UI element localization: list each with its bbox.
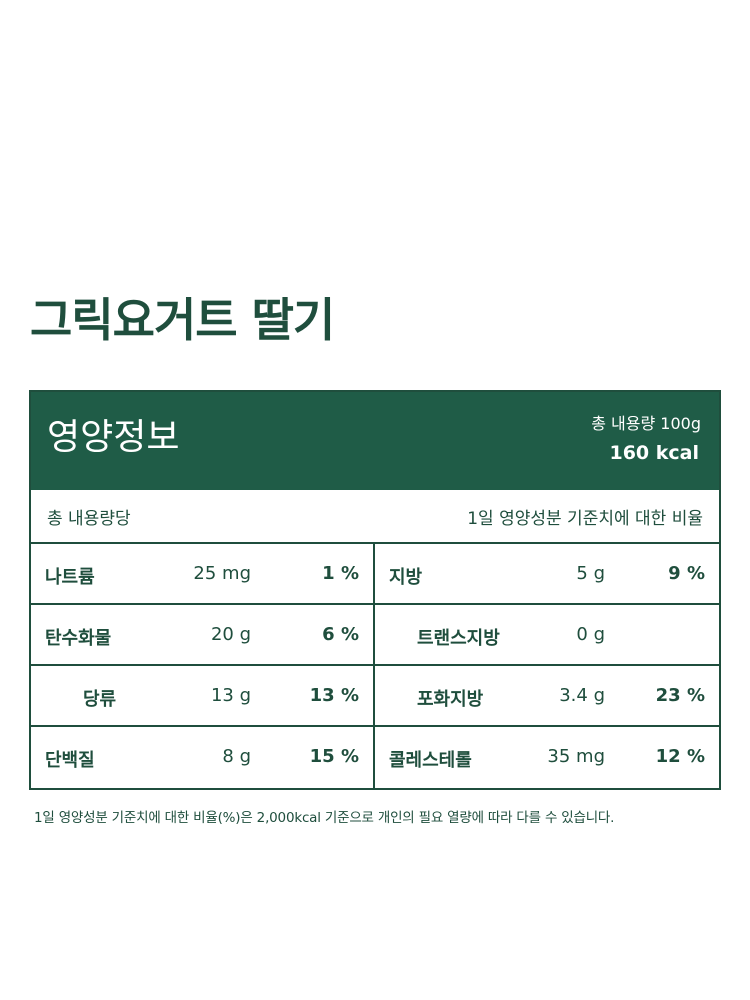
nutrition-title: 영양정보 [47, 417, 180, 458]
nutrient-row-protein: 단백질 8 g 15 % [31, 727, 375, 788]
nutrition-subheader: 총 내용량당 1일 영양성분 기준치에 대한 비율 [31, 490, 719, 544]
nutrient-name: 나트륨 [45, 567, 95, 588]
nutrient-amount: 8 g [222, 746, 251, 767]
nutrient-row-sodium: 나트륨 25 mg 1 % [31, 544, 375, 605]
nutrient-row-saturated-fat: 포화지방 3.4 g 23 % [375, 666, 719, 727]
nutrient-row-fat: 지방 5 g 9 % [375, 544, 719, 605]
nutrient-percent: 1 % [322, 563, 359, 584]
per-total-label: 총 내용량당 [47, 509, 131, 529]
calories-value: 160 kcal [609, 442, 699, 464]
nutrient-amount: 3.4 g [559, 685, 605, 706]
nutrient-row-trans-fat: 트랜스지방 0 g [375, 605, 719, 666]
nutrient-name: 지방 [389, 567, 423, 588]
nutrition-facts-panel: 영양정보 총 내용량 100g 160 kcal 총 내용량당 1일 영양성분 … [29, 390, 721, 790]
nutrient-percent: 12 % [655, 746, 705, 767]
nutrient-percent: 6 % [322, 624, 359, 645]
nutrient-name: 포화지방 [417, 689, 484, 710]
nutrient-percent: 9 % [668, 563, 705, 584]
nutrient-row-carbs: 탄수화물 20 g 6 % [31, 605, 375, 666]
nutrient-percent: 23 % [655, 685, 705, 706]
nutrient-amount: 20 g [210, 624, 251, 645]
nutrient-name: 당류 [83, 689, 117, 710]
nutrient-amount: 25 mg [193, 563, 251, 584]
total-content-label: 총 내용량 100g [591, 414, 701, 433]
nutrient-name: 콜레스테롤 [389, 750, 472, 771]
daily-value-label: 1일 영양성분 기준치에 대한 비율 [467, 509, 703, 529]
nutrient-percent: 13 % [309, 685, 359, 706]
nutrient-row-sugars: 당류 13 g 13 % [31, 666, 375, 727]
nutrient-row-cholesterol: 콜레스테롤 35 mg 12 % [375, 727, 719, 788]
nutrient-percent: 15 % [309, 746, 359, 767]
nutrient-grid: 나트륨 25 mg 1 % 지방 5 g 9 % 탄수화물 20 g 6 % 트… [31, 544, 719, 788]
nutrient-amount: 5 g [576, 563, 605, 584]
nutrient-amount: 0 g [576, 624, 605, 645]
nutrient-name: 단백질 [45, 750, 95, 771]
nutrient-name: 트랜스지방 [417, 628, 500, 649]
nutrient-name: 탄수화물 [45, 628, 112, 649]
nutrition-header: 영양정보 총 내용량 100g 160 kcal [31, 392, 719, 490]
nutrient-amount: 13 g [210, 685, 251, 706]
daily-value-footnote: 1일 영양성분 기준치에 대한 비율(%)은 2,000kcal 기준으로 개인… [34, 810, 615, 826]
nutrient-amount: 35 mg [547, 746, 605, 767]
product-title: 그릭요거트 딸기 [30, 293, 335, 347]
